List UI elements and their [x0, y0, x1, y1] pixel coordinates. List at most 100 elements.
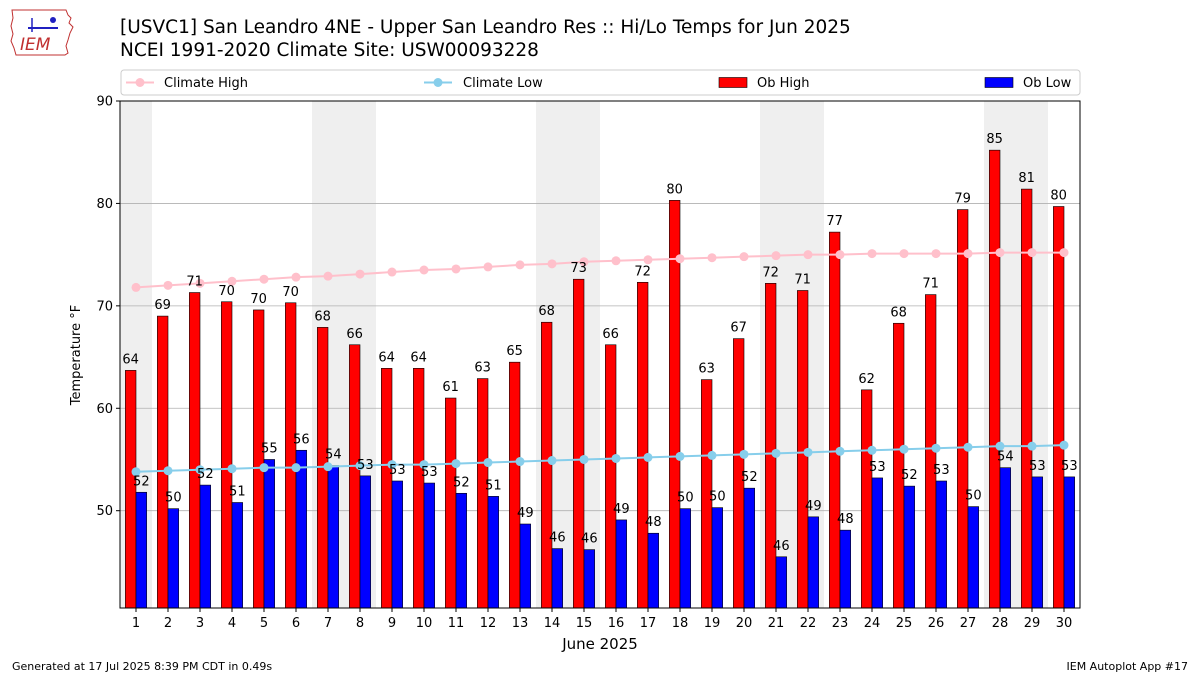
ob-high-label: 69: [154, 298, 171, 313]
ob-high-label: 61: [442, 380, 459, 395]
climate-low-point: [867, 445, 877, 455]
ob-low-bar: [1031, 476, 1043, 609]
x-tick-label: 15: [576, 616, 593, 631]
x-tick-label: 28: [992, 616, 1009, 631]
climate-high-point: [1027, 248, 1037, 258]
ob-low-label: 49: [805, 499, 822, 514]
climate-high-point: [227, 276, 237, 286]
x-tick-label: 30: [1056, 616, 1073, 631]
climate-low-point: [451, 459, 461, 469]
ob-low-bar: [807, 516, 819, 609]
ob-low-label: 46: [581, 532, 598, 547]
ob-low-label: 51: [485, 478, 502, 493]
ob-low-label: 53: [357, 458, 374, 473]
ob-high-bar: [413, 368, 425, 609]
generated-timestamp: Generated at 17 Jul 2025 8:39 PM CDT in …: [12, 660, 273, 673]
x-tick-label: 1: [132, 616, 140, 631]
ob-low-bar: [903, 485, 915, 609]
climate-low-point: [131, 467, 141, 477]
ob-high-bar: [541, 321, 553, 609]
ob-low-bar: [263, 459, 275, 609]
ob-low-label: 46: [773, 539, 790, 554]
ob-high-label: 67: [730, 321, 747, 336]
climate-high-point: [867, 249, 877, 259]
chart-subtitle: NCEI 1991-2020 Climate Site: USW00093228: [120, 40, 539, 61]
climate-high-point: [195, 278, 205, 288]
x-axis-label: June 2025: [561, 635, 638, 653]
climate-high-point: [675, 254, 685, 264]
climate-low-point: [579, 454, 589, 464]
ob-high-label: 80: [666, 182, 683, 197]
climate-high-point: [739, 252, 749, 262]
climate-high-point: [387, 267, 397, 277]
ob-low-label: 46: [549, 531, 566, 546]
x-tick-label: 4: [228, 616, 236, 631]
x-tick-label: 5: [260, 616, 268, 631]
x-tick-label: 16: [608, 616, 625, 631]
ob-high-bar: [765, 283, 777, 609]
x-tick-label: 25: [896, 616, 913, 631]
x-tick-label: 11: [448, 616, 465, 631]
ob-low-bar: [391, 480, 403, 609]
ob-low-label: 53: [869, 460, 886, 475]
x-tick-label: 22: [800, 616, 817, 631]
climate-low-point: [675, 451, 685, 461]
legend-ob-high-label: Ob High: [757, 76, 810, 91]
legend-ob-low-swatch: [984, 77, 1014, 88]
climate-low-point: [387, 460, 397, 470]
climate-low-point: [803, 447, 813, 457]
iem-logo: IEM: [10, 9, 74, 56]
legend-ob-high-swatch: [718, 77, 748, 88]
climate-low-point: [835, 446, 845, 456]
ob-high-label: 72: [762, 265, 779, 280]
x-tick-label: 2: [164, 616, 172, 631]
ob-low-label: 52: [741, 470, 758, 485]
ob-high-bar: [445, 397, 457, 609]
ob-high-label: 63: [474, 361, 491, 376]
ob-low-bar: [519, 523, 531, 609]
climate-low-point: [259, 463, 269, 473]
ob-low-label: 52: [901, 468, 918, 483]
climate-high-point: [611, 256, 621, 266]
ob-low-label: 49: [517, 506, 534, 521]
ob-low-label: 50: [965, 489, 982, 504]
ob-low-label: 50: [709, 490, 726, 505]
ob-low-bar: [231, 502, 243, 609]
ob-low-bar: [935, 480, 947, 609]
climate-high-point: [131, 282, 141, 292]
y-axis-label: Temperature °F: [69, 305, 84, 406]
ob-high-label: 80: [1050, 188, 1067, 203]
ob-high-label: 71: [922, 277, 939, 292]
ob-high-bar: [637, 281, 649, 609]
ob-low-bar: [167, 508, 179, 609]
ob-high-label: 73: [570, 261, 587, 276]
climate-low-point: [611, 453, 621, 463]
ob-low-label: 54: [997, 450, 1014, 465]
ob-low-label: 52: [197, 467, 214, 482]
climate-low-point: [195, 465, 205, 475]
climate-low-point: [643, 452, 653, 462]
climate-high-point: [899, 249, 909, 259]
climate-high-point: [163, 280, 173, 290]
climate-high-point: [323, 271, 333, 281]
climate-high-point: [1059, 248, 1069, 258]
ob-low-label: 50: [677, 491, 694, 506]
x-tick-label: 23: [832, 616, 849, 631]
climate-low-point: [547, 456, 557, 466]
climate-high-point: [419, 265, 429, 275]
ob-high-bar: [381, 368, 393, 609]
legend-ob-low-label: Ob Low: [1023, 76, 1072, 91]
ob-low-label: 48: [645, 515, 662, 530]
ob-high-label: 79: [954, 192, 971, 207]
ob-high-bar: [829, 231, 841, 609]
climate-high-point: [803, 250, 813, 260]
plot-frame: [119, 100, 1081, 609]
ob-low-label: 52: [133, 474, 150, 489]
ob-high-bar: [285, 302, 297, 609]
climate-low-point: [899, 444, 909, 454]
climate-high-point: [995, 248, 1005, 258]
ob-low-bar: [423, 482, 435, 609]
climate-low-point: [419, 460, 429, 470]
ob-low-bar: [1063, 476, 1075, 609]
